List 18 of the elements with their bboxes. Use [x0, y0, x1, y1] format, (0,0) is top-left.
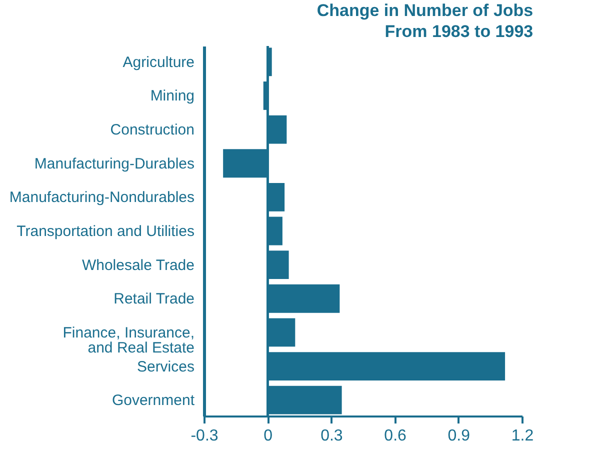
- y-tick-label: Manufacturing-Nondurables: [9, 189, 194, 206]
- y-tick-label: Transportation and Utilities: [16, 223, 194, 240]
- x-tick-label: -0.3: [190, 428, 218, 444]
- x-tick-label: 1.2: [511, 428, 534, 444]
- x-tick-label: 0.6: [384, 428, 407, 444]
- y-tick-label: Mining: [150, 88, 194, 105]
- y-tick-label: Finance, Insurance, and Real Estate: [62, 324, 194, 356]
- y-tick-label: Agriculture: [122, 54, 194, 71]
- y-tick-label: Retail Trade: [114, 290, 194, 308]
- x-tick-label: 0.3: [320, 428, 343, 444]
- chart-title: Change in Number of Jobs From 1983 to 1993: [316, 1, 534, 41]
- y-tick-label: Wholesale Trade: [82, 256, 194, 274]
- y-tick-label: Manufacturing-Durables: [34, 155, 194, 172]
- y-tick-label: Services: [136, 358, 194, 376]
- y-tick-label: Construction: [110, 122, 194, 139]
- x-tick-label: 0.9: [448, 428, 470, 444]
- x-tick-label: 0: [264, 428, 273, 444]
- y-tick-label: Government: [112, 392, 196, 410]
